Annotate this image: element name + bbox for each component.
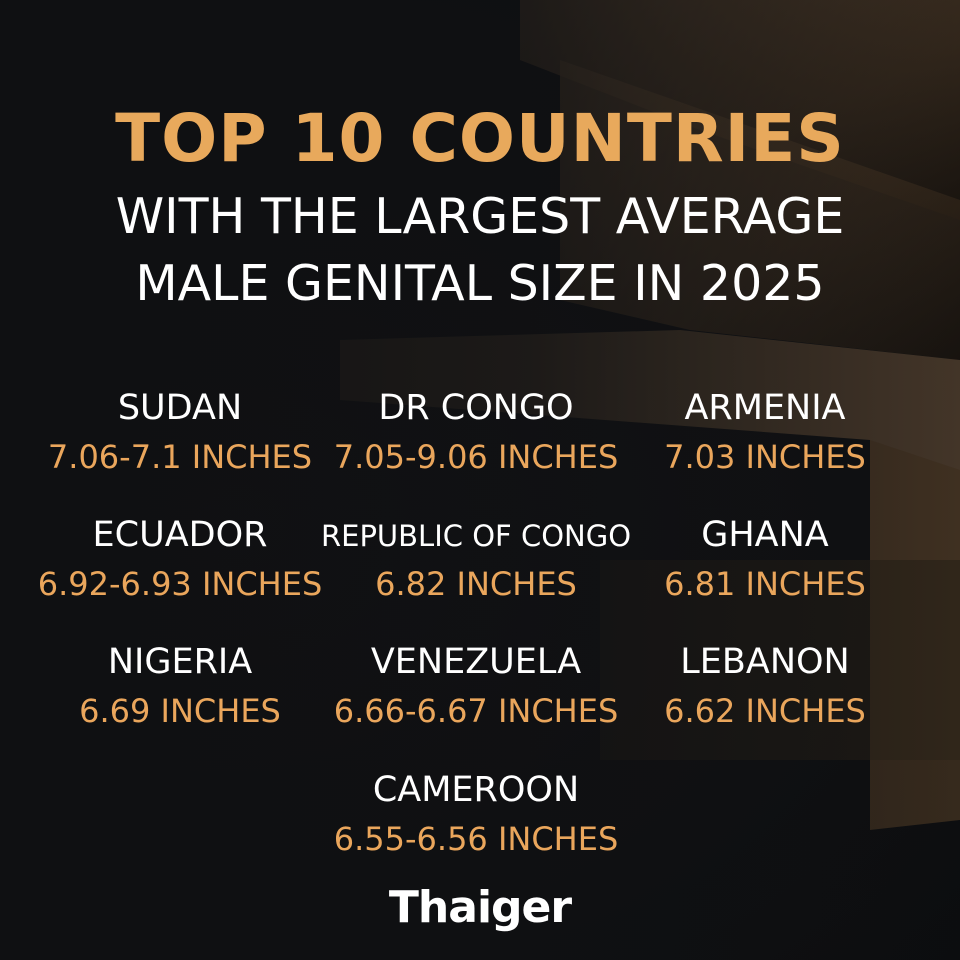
country-size: 6.92-6.93 INCHES: [37, 565, 323, 603]
country-size: 6.81 INCHES: [664, 565, 866, 603]
country-name: SUDAN: [117, 388, 243, 428]
country-name: REPUBLIC OF CONGO: [320, 519, 632, 553]
country-name: NIGERIA: [107, 642, 253, 682]
country-name: VENEZUELA: [370, 642, 582, 682]
country-name: LEBANON: [680, 642, 850, 682]
country-size: 6.69 INCHES: [79, 692, 281, 730]
country-name: ARMENIA: [684, 388, 846, 428]
country-size: 6.82 INCHES: [375, 565, 577, 603]
country-size: 7.03 INCHES: [664, 438, 866, 476]
country-name: CAMEROON: [372, 770, 580, 810]
country-size: 6.66-6.67 INCHES: [333, 692, 619, 730]
brand-logo: Thaiger: [388, 882, 572, 933]
subtitle: WITH THE LARGEST AVERAGE: [115, 188, 845, 245]
country-name: GHANA: [701, 515, 829, 555]
country-size: 6.55-6.56 INCHES: [333, 820, 619, 858]
country-size: 7.06-7.1 INCHES: [47, 438, 313, 476]
country-name: DR CONGO: [378, 388, 574, 428]
country-size: 7.05-9.06 INCHES: [333, 438, 619, 476]
country-name: ECUADOR: [92, 515, 268, 555]
title: TOP 10 COUNTRIES: [115, 100, 845, 177]
subtitle: MALE GENITAL SIZE IN 2025: [135, 255, 825, 312]
country-size: 6.62 INCHES: [664, 692, 866, 730]
